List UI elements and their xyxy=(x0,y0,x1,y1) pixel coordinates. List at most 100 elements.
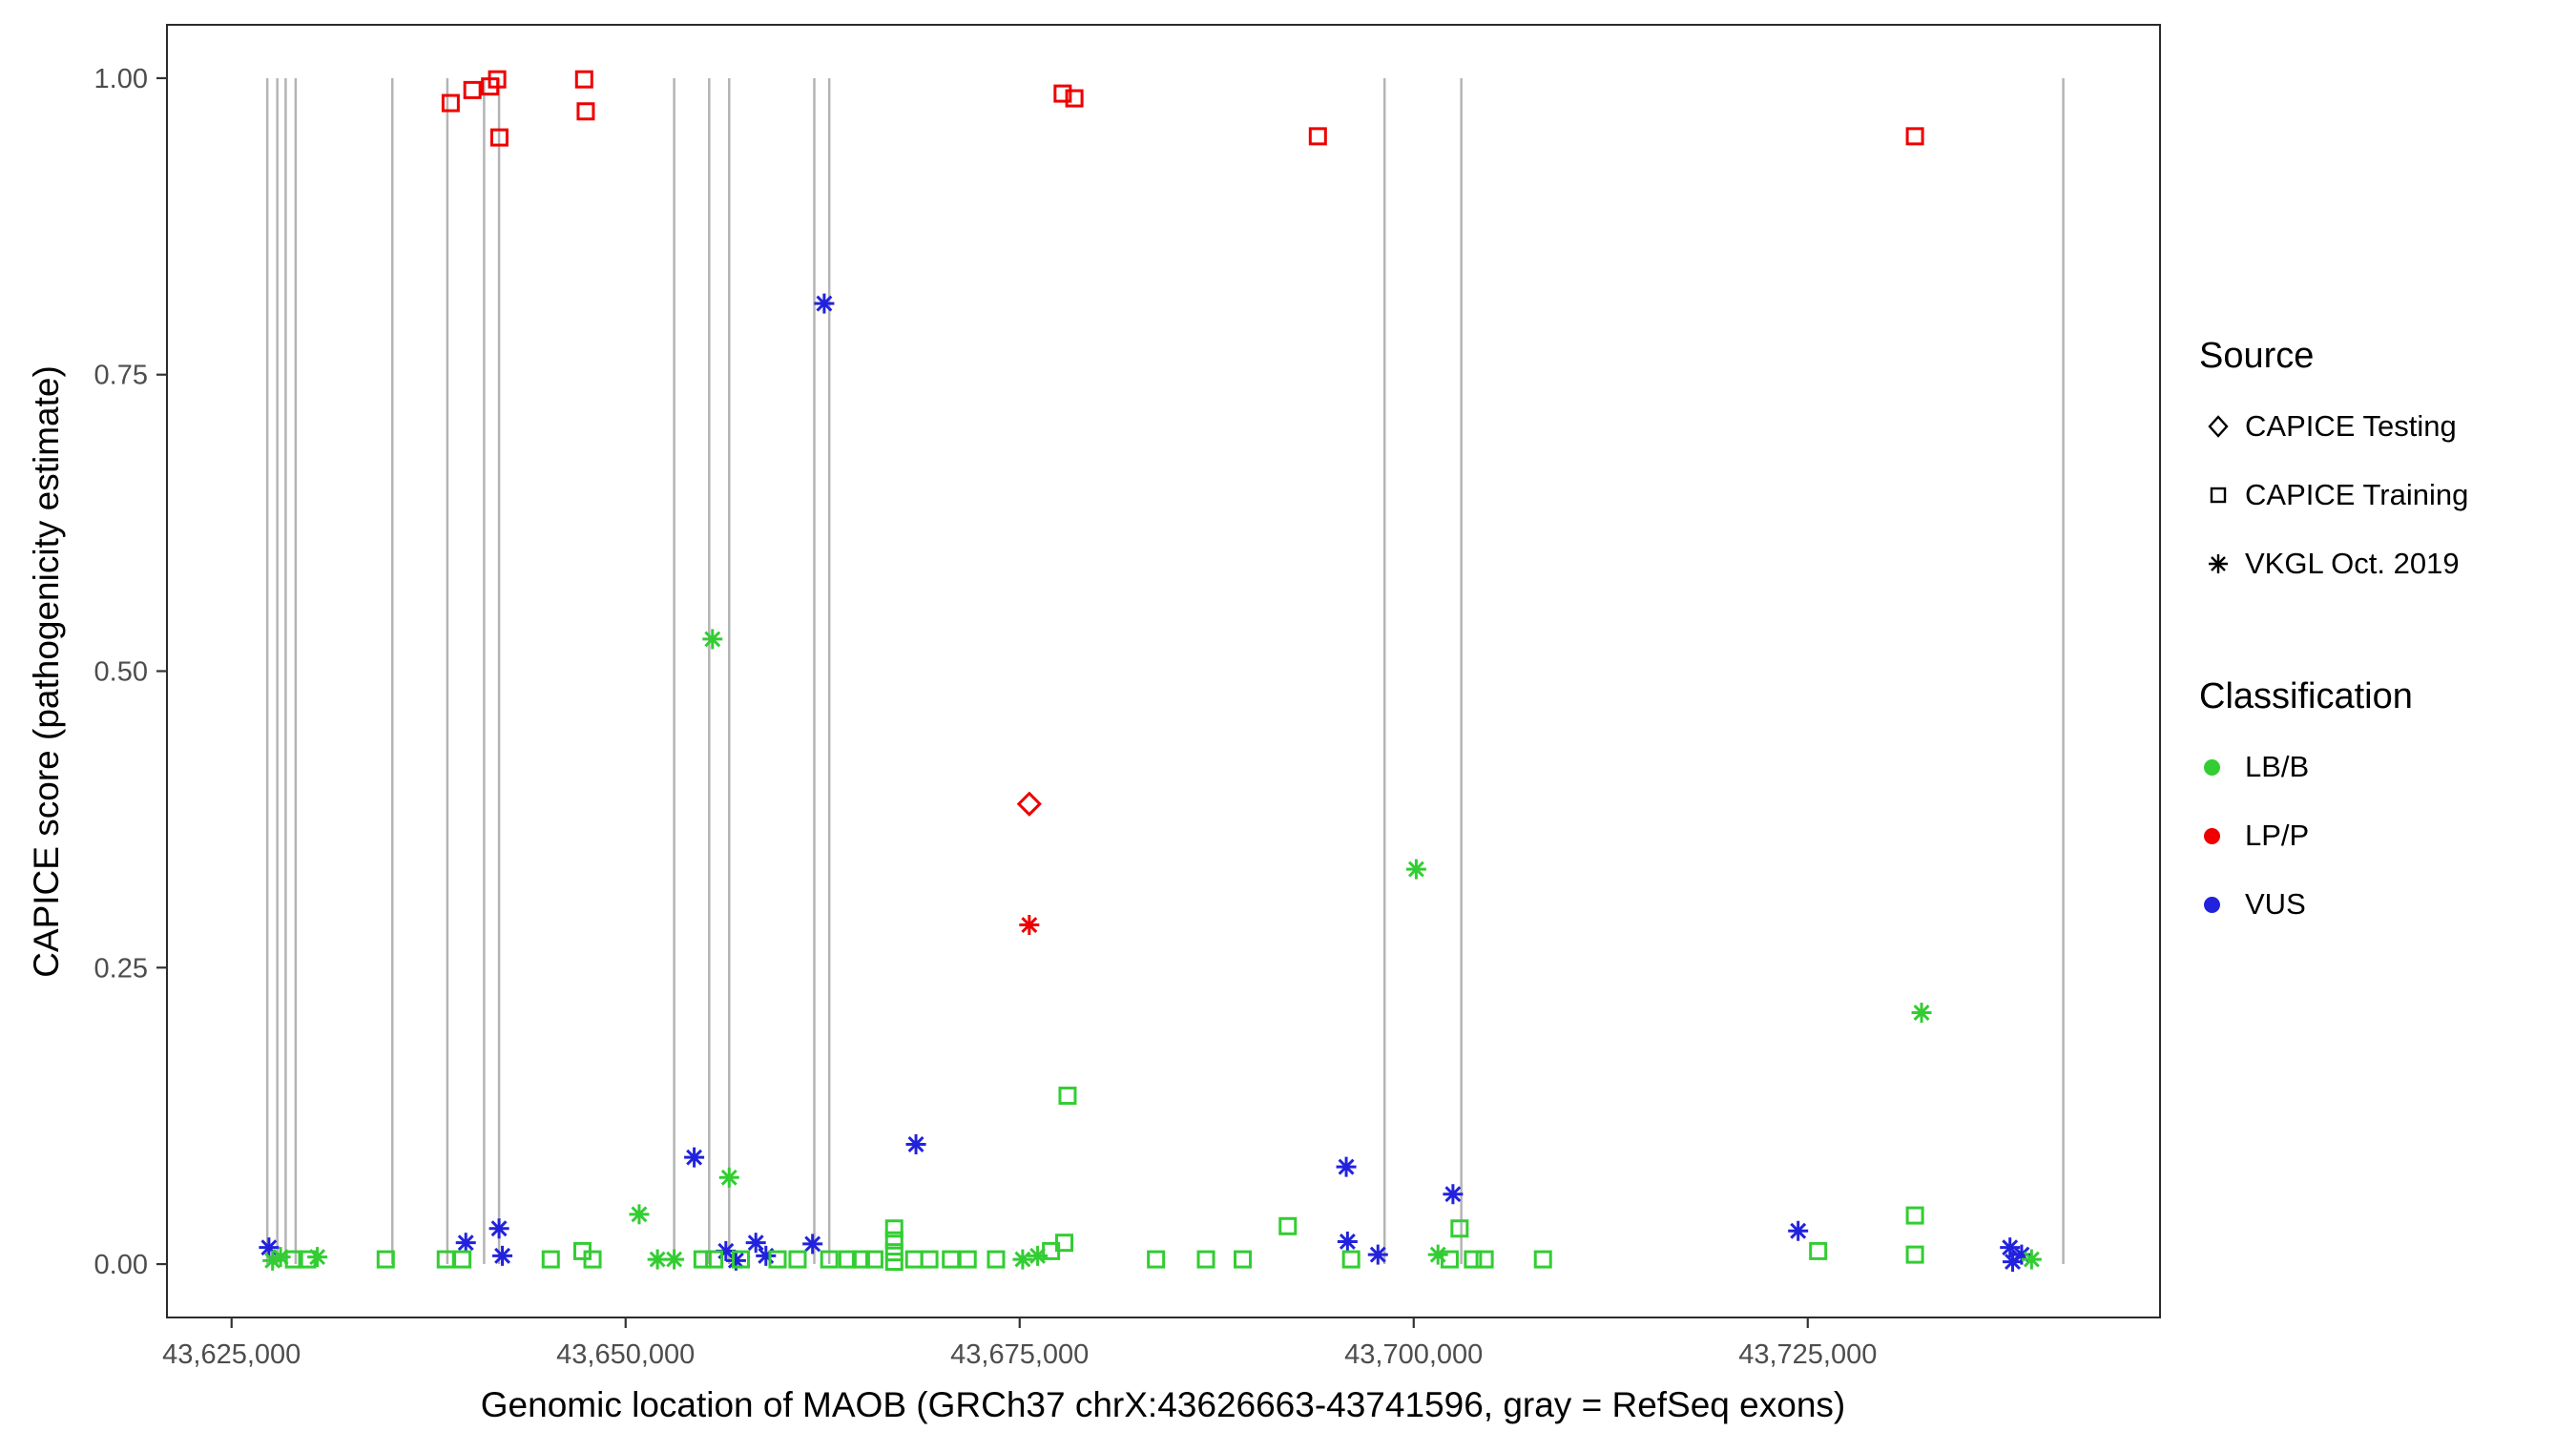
data-point xyxy=(725,1250,746,1271)
panel-border xyxy=(166,24,2161,1318)
y-tick-label: 0.00 xyxy=(94,1250,148,1280)
data-point xyxy=(284,1250,303,1269)
y-tick-label: 0.50 xyxy=(94,657,148,688)
data-point xyxy=(262,1250,283,1271)
data-point xyxy=(489,128,509,147)
data-point xyxy=(1450,1219,1469,1238)
data-point xyxy=(802,1234,823,1255)
data-point xyxy=(453,1250,472,1269)
data-point xyxy=(768,1250,787,1269)
data-point xyxy=(1809,1241,1828,1260)
asterisk-icon xyxy=(2199,545,2245,583)
data-point xyxy=(1053,84,1072,103)
data-point xyxy=(1440,1250,1459,1269)
legend-item-lpp: LP/P xyxy=(2199,801,2571,870)
data-point xyxy=(1234,1250,1253,1269)
data-point xyxy=(2021,1249,2042,1270)
data-point xyxy=(2003,1252,2024,1273)
data-point xyxy=(884,1219,904,1238)
data-point xyxy=(1065,89,1084,108)
data-point xyxy=(1336,1156,1357,1177)
data-point xyxy=(1905,1245,1924,1264)
vus-dot-icon xyxy=(2199,885,2245,923)
x-axis-title: Genomic location of MAOB (GRCh37 chrX:43… xyxy=(480,1385,1846,1424)
legend-label: VKGL Oct. 2019 xyxy=(2245,547,2460,580)
data-point xyxy=(1788,1220,1809,1241)
legend-source-group: Source CAPICE Testing CAPICE Training xyxy=(2199,336,2571,598)
legend: Source CAPICE Testing CAPICE Training xyxy=(2199,336,2571,939)
data-point xyxy=(987,1250,1006,1269)
legend-item-vus: VUS xyxy=(2199,870,2571,939)
data-point xyxy=(488,70,507,89)
data-point xyxy=(576,102,595,121)
x-tick-label: 43,675,000 xyxy=(950,1339,1089,1370)
data-point xyxy=(1278,1216,1298,1235)
legend-classification-group: Classification LB/B LP/P VUS xyxy=(2199,676,2571,939)
data-point xyxy=(1911,1003,1932,1024)
data-point xyxy=(920,1250,939,1269)
data-point xyxy=(788,1250,807,1269)
data-point xyxy=(664,1249,685,1270)
data-point xyxy=(541,1250,560,1269)
data-point xyxy=(1147,1250,1166,1269)
diamond-icon xyxy=(2199,407,2245,446)
data-point xyxy=(1019,915,1040,936)
data-point xyxy=(958,1250,977,1269)
y-axis-title: CAPICE score (pathogenicity estimate) xyxy=(27,365,66,978)
x-tick-label: 43,700,000 xyxy=(1344,1339,1483,1370)
data-point xyxy=(838,1250,857,1269)
data-point xyxy=(1308,127,1327,146)
legend-source-title: Source xyxy=(2199,336,2315,376)
data-point xyxy=(705,1250,724,1269)
data-point xyxy=(756,1245,777,1266)
legend-item-capice-training: CAPICE Training xyxy=(2199,461,2571,529)
legend-item-lbb: LB/B xyxy=(2199,733,2571,801)
data-point xyxy=(851,1250,870,1269)
lbb-dot-icon xyxy=(2199,748,2245,786)
data-point xyxy=(814,293,835,314)
legend-label: CAPICE Training xyxy=(2245,478,2469,511)
data-point xyxy=(2000,1237,2021,1258)
x-tick-label: 43,650,000 xyxy=(556,1339,695,1370)
y-tick-label: 0.75 xyxy=(94,361,148,391)
data-point xyxy=(583,1250,602,1269)
data-point xyxy=(647,1249,668,1270)
plot-area: 43,625,000 43,650,000 43,675,000 43,700,000… xyxy=(94,24,2161,1370)
data-point xyxy=(693,1250,712,1269)
legend-label: LP/P xyxy=(2245,819,2310,852)
legend-classification-title: Classification xyxy=(2199,676,2413,716)
data-point xyxy=(1058,1087,1077,1106)
y-tick-label: 0.25 xyxy=(94,953,148,984)
data-point xyxy=(1905,127,1924,146)
data-point xyxy=(436,1250,455,1269)
data-point xyxy=(718,1167,739,1188)
data-point xyxy=(904,1250,924,1269)
data-point xyxy=(884,1243,904,1262)
data-point xyxy=(745,1233,766,1254)
data-point xyxy=(1055,1234,1074,1253)
data-point xyxy=(732,1250,751,1269)
x-tick-label: 43,725,000 xyxy=(1738,1339,1877,1370)
data-point xyxy=(488,1218,509,1239)
data-point xyxy=(1464,1250,1483,1269)
data-point xyxy=(1012,1249,1033,1270)
data-point xyxy=(942,1250,961,1269)
data-point xyxy=(574,70,593,89)
legend-item-vkgl: VKGL Oct. 2019 xyxy=(2199,529,2571,598)
legend-item-capice-testing: CAPICE Testing xyxy=(2199,392,2571,461)
data-point xyxy=(376,1250,395,1269)
data-point xyxy=(702,629,723,650)
data-point xyxy=(905,1134,926,1155)
data-point xyxy=(1905,1206,1924,1225)
y-tick-label: 1.00 xyxy=(94,64,148,94)
data-point xyxy=(298,1250,317,1269)
data-point xyxy=(307,1247,328,1268)
data-point xyxy=(1196,1250,1215,1269)
data-point xyxy=(1427,1244,1448,1265)
data-point xyxy=(1341,1250,1361,1269)
data-point xyxy=(864,1250,883,1269)
data-point xyxy=(629,1204,650,1225)
legend-label: VUS xyxy=(2245,887,2306,921)
